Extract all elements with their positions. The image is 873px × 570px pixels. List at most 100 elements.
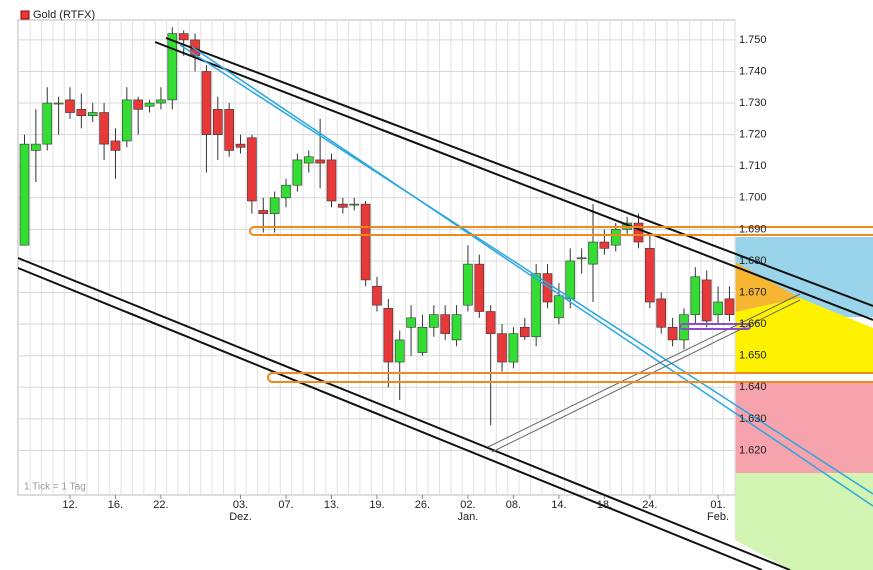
y-tick-label: 1.640 [739,381,767,393]
x-tick-label: 13. [324,499,339,511]
zone-orange [735,262,800,312]
candle-body [690,276,701,315]
candle-body [178,33,189,41]
trend-line [487,293,801,448]
candle-body [440,314,450,334]
candle-body [303,156,314,164]
candle-body [281,184,291,199]
candle-body [588,241,598,265]
x-tick-label: 07. [278,499,293,511]
candle-body [349,203,360,206]
candle-body [360,203,371,281]
candle-body [497,333,507,363]
candle-body [474,263,485,312]
candle-body [451,314,462,341]
candle-body [87,112,98,116]
candle-body [645,248,655,303]
x-tick-label: 26. [415,499,430,511]
range-marker [679,323,751,330]
x-month-label: Feb. [707,511,729,523]
candle-body [542,273,553,303]
candle-body [326,159,337,202]
trend-line [17,267,763,570]
candle-body [76,109,87,116]
candle-body [394,339,405,363]
y-tick-label: 1.660 [739,318,767,330]
trend-line [17,257,791,570]
x-tick-label: 24. [642,499,657,511]
y-tick-label: 1.750 [739,34,767,46]
candle-body [53,102,64,105]
candle-body [656,298,667,328]
candle-body [235,143,246,148]
y-tick-label: 1.740 [739,65,767,77]
candle-body [110,140,121,151]
candle-body [144,102,155,107]
candle-body [417,326,428,353]
candle-body [406,317,416,328]
candle-body [224,109,234,151]
candle-body [212,109,223,135]
candle-body [554,295,564,319]
candle-body [701,279,712,322]
candle-body [133,99,143,110]
y-tick-label: 1.620 [739,444,767,456]
tick-note: 1 Tick = 1 Tag [24,482,86,493]
candle-body [429,314,439,328]
y-tick-label: 1.650 [739,350,767,362]
trend-line [191,46,873,507]
candle-body [247,137,257,202]
y-tick-label: 1.710 [739,160,767,172]
trend-line [165,37,873,307]
y-tick-label: 1.670 [739,286,767,298]
candle-body [201,71,212,135]
candle-body [724,298,735,315]
y-tick-label: 1.680 [739,255,767,267]
candle-body [610,229,621,246]
x-tick-label: 22. [153,499,168,511]
y-tick-label: 1.630 [739,413,767,425]
candle-body [122,99,132,142]
x-month-label: Jan. [458,511,479,523]
x-tick-label: 02. [460,499,475,511]
candle-body [531,273,541,338]
candle-body [315,159,325,164]
trend-line [154,41,873,321]
zone-yellow [735,298,873,372]
candle-body [292,159,303,186]
candle-body [338,203,348,208]
trend-line [179,44,873,495]
candle-body [576,257,587,260]
x-tick-label: 19. [369,499,384,511]
candle-body [599,241,610,249]
candle-body [508,333,519,363]
support-zone [249,226,873,236]
zone-green [735,473,873,570]
candle-body [167,33,178,101]
candle-body [99,112,109,145]
support-zone [267,372,873,383]
x-tick-label: 14. [551,499,566,511]
candle-body [485,311,496,334]
candle-body [372,285,382,306]
candle-body [463,263,473,306]
candle-body [565,260,576,300]
candle-body [31,143,41,151]
candle-body [156,99,166,104]
x-tick-label: 01. [710,499,725,511]
candle-body [19,143,30,246]
candle-body [42,102,53,145]
candle-body [713,301,723,315]
x-tick-label: 08. [506,499,521,511]
y-tick-label: 1.690 [739,223,767,235]
y-tick-label: 1.730 [739,97,767,109]
x-tick-label: 12. [62,499,77,511]
candle-body [667,326,678,341]
x-tick-label: 16. [108,499,123,511]
candle-body [258,210,269,214]
candle-body [519,326,530,338]
y-tick-label: 1.700 [739,192,767,204]
chart-title: Gold (RTFX) [33,9,95,21]
x-tick-label: 18. [597,499,612,511]
